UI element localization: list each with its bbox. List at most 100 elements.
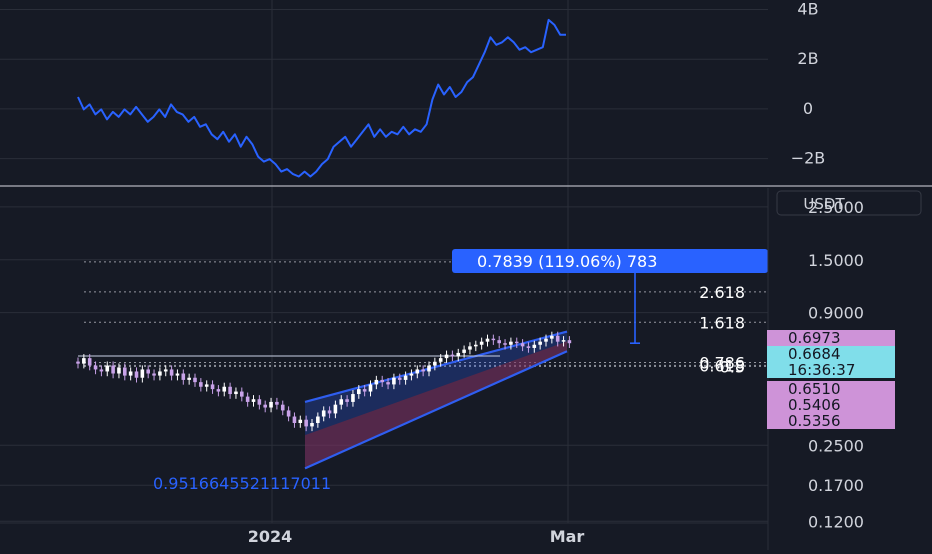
candle-body bbox=[187, 377, 191, 380]
candle-body bbox=[374, 379, 379, 385]
candle-body bbox=[438, 358, 443, 362]
candle-body bbox=[193, 377, 197, 383]
time-tick-label: Mar bbox=[550, 527, 585, 546]
candle-body bbox=[298, 419, 303, 423]
candle-body bbox=[146, 369, 150, 374]
candle-body bbox=[479, 341, 484, 345]
candle-body bbox=[316, 416, 320, 423]
candle-body bbox=[555, 335, 560, 342]
quote-unit-button[interactable] bbox=[776, 190, 922, 216]
candle-body bbox=[240, 391, 244, 397]
candle-body bbox=[99, 369, 104, 372]
channel-lower-fill bbox=[305, 341, 567, 469]
price-badge-label: 0.6973 bbox=[788, 329, 841, 347]
fib-level-label: 0.5 bbox=[720, 357, 745, 376]
candle-body bbox=[526, 346, 531, 348]
candle-body bbox=[117, 367, 121, 374]
candle-body bbox=[392, 377, 396, 385]
price-badge-label: 0.6684 bbox=[788, 345, 841, 363]
candle-body bbox=[485, 338, 490, 342]
quote-unit-label: USDT bbox=[803, 195, 845, 213]
candle-body bbox=[362, 389, 367, 392]
candle-body bbox=[128, 371, 133, 376]
candle-body bbox=[409, 373, 414, 376]
candle-body bbox=[550, 335, 554, 339]
candle-body bbox=[468, 346, 472, 350]
channel-lower-line[interactable] bbox=[304, 350, 568, 470]
candle-body bbox=[163, 369, 168, 372]
candle-body bbox=[286, 410, 291, 417]
candle-body bbox=[456, 352, 461, 357]
measure-label-box[interactable] bbox=[452, 249, 768, 273]
candle-body bbox=[169, 369, 174, 376]
candle-body bbox=[269, 401, 273, 408]
oscillator-panel bbox=[77, 18, 566, 178]
price-tick-label: 0.2500 bbox=[808, 436, 864, 455]
price-badge-label: 0.5406 bbox=[788, 396, 841, 414]
candle-body bbox=[327, 410, 332, 414]
candle-body bbox=[503, 343, 507, 345]
oscillator-tick-label: 0 bbox=[803, 99, 813, 118]
annotation-text[interactable]: 0.9516645521117011 bbox=[153, 474, 331, 493]
time-tick-label: 2024 bbox=[248, 527, 293, 546]
price-badge-label: 0.6510 bbox=[788, 380, 841, 398]
candle-body bbox=[491, 338, 496, 341]
candle-body bbox=[351, 394, 355, 402]
candle-body bbox=[561, 340, 566, 342]
price-badge-label: 0.5356 bbox=[788, 412, 841, 430]
candle-body bbox=[357, 389, 361, 395]
fib-level-label: 0.786 bbox=[699, 354, 745, 373]
candle-body bbox=[403, 375, 408, 380]
candle-body bbox=[152, 373, 156, 376]
fib-level-label: 2.618 bbox=[699, 283, 745, 302]
candle-body bbox=[204, 384, 209, 387]
candle-body bbox=[275, 401, 279, 405]
candle-body bbox=[76, 361, 80, 364]
candle-body bbox=[415, 369, 420, 374]
candle-body bbox=[123, 367, 127, 376]
price-tick-label: 0.9000 bbox=[808, 304, 864, 323]
candle-body bbox=[216, 389, 221, 392]
candle-body bbox=[263, 404, 267, 408]
price-badge-label: 16:36:37 bbox=[788, 361, 855, 379]
candle-body bbox=[520, 343, 525, 347]
candle-body bbox=[450, 354, 455, 357]
candle-body bbox=[397, 377, 402, 380]
candle-body bbox=[140, 369, 145, 378]
candle-body bbox=[380, 379, 384, 383]
fib-level-label: 1.618 bbox=[699, 313, 745, 332]
candle-body bbox=[105, 365, 110, 372]
candle-body bbox=[514, 341, 519, 344]
price-badge bbox=[767, 330, 895, 346]
candle-body bbox=[234, 391, 238, 395]
candle-body bbox=[111, 365, 115, 374]
price-badge bbox=[767, 381, 895, 397]
candle-body bbox=[474, 344, 478, 347]
candle-body bbox=[245, 396, 250, 402]
oscillator-series-line bbox=[77, 18, 566, 178]
oscillator-tick-label: 2B bbox=[797, 49, 818, 68]
candle-body bbox=[158, 371, 162, 376]
price-badge bbox=[767, 346, 895, 362]
candle-body bbox=[199, 382, 203, 387]
candle-body bbox=[321, 410, 326, 417]
price-badge bbox=[767, 362, 895, 378]
candle-body bbox=[497, 340, 501, 344]
candle-body bbox=[368, 384, 373, 392]
candle-body bbox=[134, 371, 139, 378]
candle-body bbox=[421, 369, 425, 372]
candle-body bbox=[544, 338, 548, 342]
fib-level-label: 0.618 bbox=[699, 356, 745, 375]
candle-body bbox=[304, 419, 308, 427]
candle-body bbox=[532, 344, 537, 348]
candle-body bbox=[175, 373, 180, 376]
candle-body bbox=[433, 361, 437, 366]
candle-body bbox=[222, 386, 227, 392]
price-tick-label: 0.1200 bbox=[808, 512, 864, 531]
candle-body bbox=[181, 373, 186, 380]
